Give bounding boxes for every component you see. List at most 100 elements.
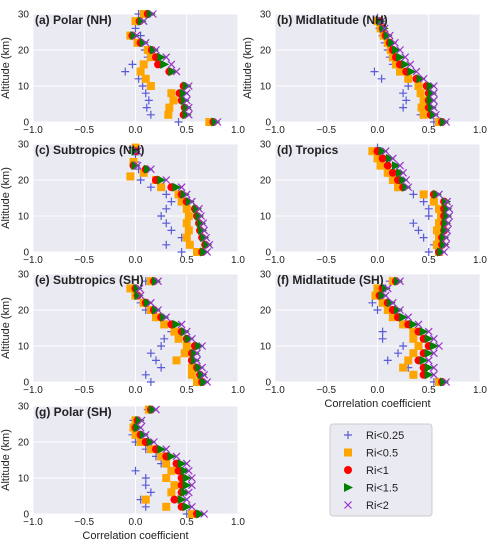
data-point (149, 45, 159, 55)
y-tick-label: 10 (260, 342, 272, 353)
data-point (402, 182, 412, 192)
data-point (443, 204, 453, 214)
panel-title: (e) Subtropics (SH) (35, 273, 144, 287)
series-Ri<2 (381, 147, 454, 256)
legend-marker (344, 501, 352, 509)
data-point (146, 9, 156, 19)
data-point (195, 211, 205, 221)
data-point (440, 248, 449, 256)
data-point (399, 342, 408, 350)
data-point (419, 327, 429, 337)
series-Ri<2 (136, 405, 209, 518)
y-tick-label: 20 (260, 306, 272, 317)
series-Ri<2 (135, 277, 212, 386)
data-point (205, 240, 214, 249)
data-point (378, 154, 387, 163)
data-point (198, 225, 208, 235)
data-point (184, 103, 193, 112)
data-point (427, 88, 437, 98)
data-point (396, 52, 406, 62)
data-point (198, 363, 207, 372)
data-point (193, 356, 201, 365)
data-point (440, 377, 450, 387)
data-point (162, 219, 171, 228)
series-Ri<1.5 (130, 9, 221, 127)
data-point (443, 226, 452, 235)
data-point (184, 212, 193, 220)
panel-2: −1.0 −0.5 0.0 0.5 1.0 0 10 20 30 (b) Midlatitude … (242, 10, 487, 137)
data-point (396, 161, 404, 170)
data-point (396, 306, 404, 314)
data-point (409, 349, 418, 358)
data-point (414, 226, 423, 235)
data-point (406, 60, 415, 69)
x-tick-label: −0.5 (74, 517, 94, 528)
data-point (399, 89, 408, 98)
data-point (170, 481, 179, 490)
data-point (197, 212, 206, 220)
data-point (139, 430, 149, 440)
data-point (386, 298, 396, 308)
data-point (138, 82, 147, 90)
y-tick-label: 30 (260, 270, 272, 281)
data-point (167, 89, 176, 98)
data-point (131, 430, 140, 439)
series-Ri<2 (132, 10, 222, 126)
data-point (378, 327, 387, 336)
data-point (200, 226, 209, 235)
y-tick-label: 0 (23, 248, 29, 259)
data-point (193, 378, 201, 386)
data-point (157, 212, 166, 220)
data-point (146, 445, 155, 454)
y-tick-label: 20 (18, 176, 30, 187)
data-point (424, 327, 433, 336)
x-tick-label: 0.0 (129, 385, 143, 396)
y-tick-label: 20 (260, 176, 272, 187)
data-point (195, 363, 205, 373)
x-tick-label: 0.5 (422, 255, 436, 266)
data-point (424, 348, 434, 358)
data-point (180, 327, 190, 337)
data-point (203, 248, 212, 256)
data-point (373, 284, 382, 293)
data-point (146, 488, 155, 497)
data-point (399, 168, 408, 177)
data-point (162, 53, 171, 62)
data-point (179, 88, 189, 98)
legend-label: Ri<0.5 (366, 448, 398, 460)
x-tick-label: −1.0 (265, 385, 285, 396)
y-tick-label: 10 (18, 82, 30, 93)
data-point (141, 481, 150, 490)
data-point (182, 110, 192, 120)
x-tick-label: −0.5 (316, 385, 336, 396)
y-tick-label: 10 (18, 342, 30, 353)
y-tick-label: 10 (260, 82, 272, 93)
data-point (154, 277, 162, 286)
data-point (396, 67, 405, 76)
data-point (182, 89, 191, 98)
data-point (162, 474, 171, 482)
data-point (126, 172, 135, 181)
data-point (177, 183, 186, 192)
data-point (200, 370, 209, 379)
y-tick-label: 30 (18, 10, 30, 21)
data-point (157, 444, 167, 454)
data-point (154, 60, 163, 69)
panel-3: −1.0 −0.5 0.0 0.5 1.0 0 10 20 30 (c) Subtropics (… (0, 140, 245, 267)
data-point (442, 118, 451, 126)
panel-title: (f) Midlatitude (SH) (277, 273, 384, 287)
data-point (162, 502, 171, 511)
data-point (432, 240, 441, 249)
data-point (198, 342, 207, 350)
data-point (182, 502, 192, 512)
data-point (152, 405, 160, 414)
data-point (143, 298, 153, 308)
data-point (185, 197, 195, 207)
data-point (131, 17, 140, 26)
data-point (380, 24, 389, 33)
data-point (373, 306, 382, 314)
data-point (134, 291, 144, 301)
legend-marker (344, 466, 352, 474)
data-point (200, 233, 210, 243)
series-Ri<1.5 (133, 276, 210, 387)
